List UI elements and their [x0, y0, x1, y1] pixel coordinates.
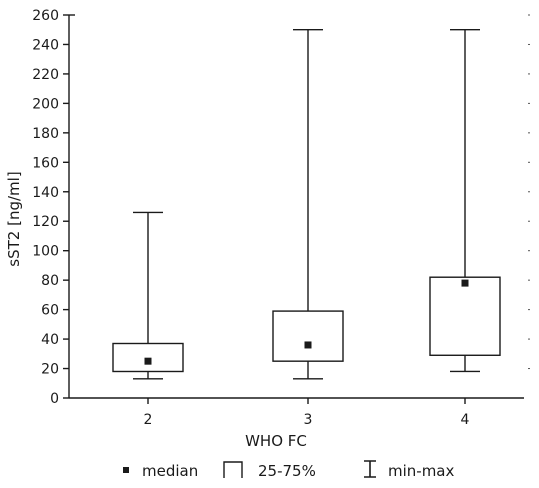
median-marker [144, 357, 152, 365]
y-axis: 0 20 40 60 80 100 120 140 160 180 200 220 240 260 [32, 8, 530, 407]
y-tick-label: 120 [32, 214, 59, 230]
iqr-box [429, 276, 501, 356]
y-tick-label: 200 [32, 96, 59, 112]
y-tick-label: 240 [32, 37, 59, 53]
y-tick-label: 260 [32, 8, 59, 24]
y-tick-label: 40 [41, 332, 59, 348]
y-tick-label: 100 [32, 244, 59, 260]
median-marker [304, 341, 312, 349]
legend-label: min-max [388, 462, 455, 480]
x-tick-label: 3 [304, 412, 313, 428]
y-tick-label: 0 [50, 391, 59, 407]
legend-whisker-symbol [364, 460, 376, 478]
legend: median 25-75% min-max [123, 460, 455, 480]
y-tick-label: 80 [41, 273, 59, 289]
legend-label: median [142, 462, 198, 480]
x-axis-label: WHO FC [245, 432, 307, 450]
legend-box-symbol [223, 461, 243, 478]
box-group [112, 211, 184, 380]
iqr-box [272, 310, 344, 362]
y-tick-label: 220 [32, 67, 59, 83]
box-series [112, 29, 501, 380]
plot-area [68, 14, 524, 399]
y-tick-label: 140 [32, 185, 59, 201]
x-tick-label: 4 [461, 412, 470, 428]
box-group [429, 29, 501, 373]
x-axis: 2 3 4 [144, 398, 470, 428]
y-tick-label: 160 [32, 155, 59, 171]
y-tick-label: 60 [41, 303, 59, 319]
x-tick-label: 2 [144, 412, 153, 428]
legend-label: 25-75% [258, 462, 316, 480]
y-tick-label: 180 [32, 126, 59, 142]
iqr-box [112, 342, 184, 373]
y-tick-label: 20 [41, 362, 59, 378]
box-group [272, 29, 344, 380]
y-axis-label: sST2 [ng/ml] [5, 171, 23, 266]
median-marker [461, 279, 469, 287]
legend-median-symbol [123, 467, 129, 473]
